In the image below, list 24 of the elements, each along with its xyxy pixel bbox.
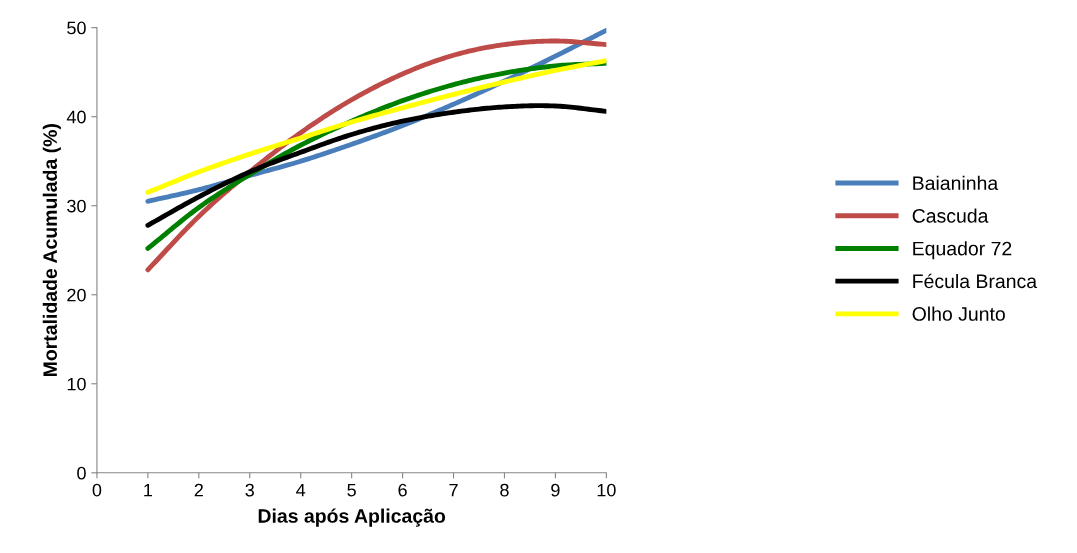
x-tick-label: 6 [398, 483, 407, 497]
x-tick-label: 5 [347, 483, 356, 497]
y-tick-label: 40 [66, 110, 86, 124]
x-tick-label: 1 [144, 483, 153, 497]
x-tick-label: 4 [296, 483, 306, 497]
legend-label: Baianinha [913, 175, 999, 191]
y-axis-title: Mortalidade Acumulada (%) [42, 124, 61, 377]
x-tick-label: 0 [92, 483, 102, 497]
y-tick-label: 20 [67, 288, 86, 302]
x-tick-label: 2 [194, 483, 203, 497]
legend-label: Fécula Branca [913, 273, 1038, 289]
y-tick-label: 30 [67, 199, 86, 213]
y-tick-label: 50 [67, 21, 86, 35]
x-tick-label: 3 [245, 483, 254, 497]
legend-label: Equador 72 [913, 241, 1012, 260]
x-tick-label: 7 [449, 483, 458, 497]
y-tick-label: 0 [77, 466, 86, 480]
x-tick-label: 8 [500, 483, 509, 497]
legend-label: Olho Junto [912, 306, 1005, 321]
y-tick-label: 10 [67, 377, 86, 391]
x-tick-label: 9 [551, 483, 560, 497]
x-tick-label: 10 [597, 483, 616, 497]
legend-label: Cascuda [912, 208, 989, 223]
x-axis-title: Dias após Aplicação [258, 508, 446, 527]
